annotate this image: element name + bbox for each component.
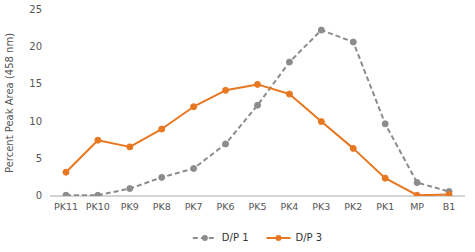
x-tick-label: PK1 bbox=[376, 201, 394, 212]
series-point bbox=[191, 104, 197, 110]
y-tick-label: 5 bbox=[36, 153, 42, 164]
legend-item: D/P 1 bbox=[193, 232, 249, 243]
series-point bbox=[159, 174, 165, 180]
x-tick-label: PK11 bbox=[54, 201, 78, 212]
series-line bbox=[66, 84, 449, 195]
series-point bbox=[255, 81, 261, 87]
y-tick-label: 0 bbox=[36, 190, 42, 201]
series-point bbox=[350, 39, 356, 45]
series-point bbox=[255, 102, 261, 108]
series-point bbox=[350, 145, 356, 151]
legend: D/P 1 D/P 3 bbox=[193, 232, 322, 243]
series-point bbox=[382, 175, 388, 181]
x-tick-label: PK4 bbox=[280, 201, 298, 212]
legend-item: D/P 3 bbox=[267, 232, 323, 243]
series-point bbox=[318, 119, 324, 125]
y-axis-label: Percent Peak Area (458 nm) bbox=[4, 33, 15, 173]
y-tick-label: 20 bbox=[29, 41, 42, 52]
series-point bbox=[95, 192, 101, 196]
x-tick-label: PK6 bbox=[217, 201, 235, 212]
background bbox=[0, 0, 475, 252]
x-tick-label: PK5 bbox=[248, 201, 266, 212]
series-point bbox=[95, 137, 101, 143]
series-line bbox=[66, 30, 449, 195]
series-point bbox=[223, 87, 229, 93]
x-tick-label: PK7 bbox=[185, 201, 203, 212]
x-tick-label: PK8 bbox=[153, 201, 171, 212]
x-tick-label: PK2 bbox=[344, 201, 362, 212]
x-tick-label: PK3 bbox=[312, 201, 330, 212]
x-axis-line bbox=[50, 196, 465, 197]
chart: 0 5 10 15 20 25 Percent Peak Area (458 nm) PK11… bbox=[0, 0, 475, 252]
x-tick-label: B1 bbox=[443, 201, 456, 212]
x-tick-label: PK9 bbox=[121, 201, 139, 212]
series-point bbox=[63, 192, 69, 196]
series-point bbox=[446, 192, 452, 196]
series-point bbox=[318, 27, 324, 33]
series-point bbox=[286, 59, 292, 65]
series-point bbox=[382, 121, 388, 127]
series-point bbox=[63, 169, 69, 175]
series-point bbox=[223, 141, 229, 147]
x-tick-label: PK10 bbox=[86, 201, 110, 212]
legend-label: D/P 1 bbox=[222, 232, 249, 243]
page: {"chart_data": {"type": "line", "categor… bbox=[0, 0, 475, 252]
series-point bbox=[127, 144, 133, 150]
x-tick-label: MP bbox=[410, 201, 424, 212]
series-point bbox=[414, 192, 420, 196]
series-point bbox=[414, 180, 420, 186]
series-point bbox=[286, 91, 292, 97]
legend-marker bbox=[202, 235, 208, 241]
series-point bbox=[127, 186, 133, 192]
plot-area bbox=[63, 27, 452, 196]
legend-label: D/P 3 bbox=[296, 232, 323, 243]
y-tick-label: 25 bbox=[29, 4, 42, 15]
y-tick-label: 15 bbox=[29, 78, 42, 89]
y-tick-label: 10 bbox=[29, 116, 42, 127]
series-point bbox=[159, 126, 165, 132]
legend-marker bbox=[276, 235, 282, 241]
series-point bbox=[191, 165, 197, 171]
